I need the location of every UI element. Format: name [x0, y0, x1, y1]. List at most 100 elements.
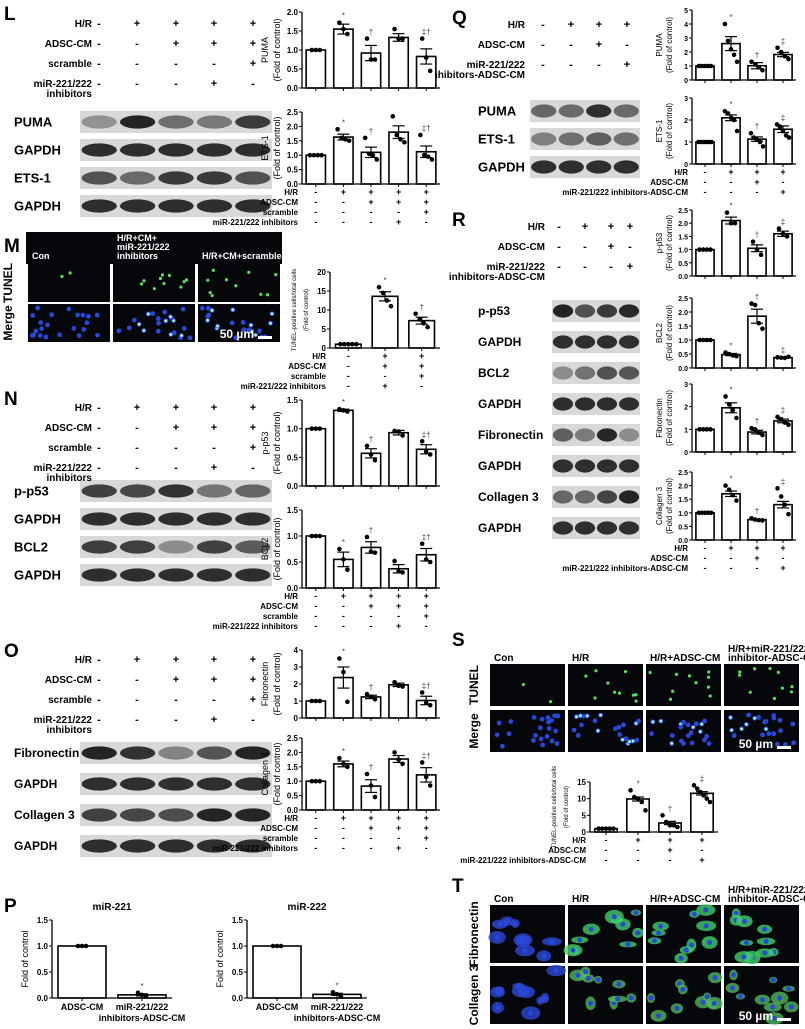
- y-tick-label: 3: [684, 36, 688, 43]
- chart-title: miR-221: [93, 902, 132, 913]
- data-point: [313, 426, 319, 431]
- blot-band: [596, 335, 618, 349]
- condition-sign: -: [97, 402, 101, 414]
- y-tick-label: 1.0: [287, 425, 299, 434]
- data-point: [752, 427, 758, 432]
- nucleus: [495, 989, 501, 995]
- bar: [747, 518, 767, 541]
- bar: [388, 431, 410, 487]
- panel-letter-T: T: [452, 876, 464, 897]
- nucleus: [770, 977, 776, 983]
- tunel-dot: [574, 715, 578, 719]
- bar: [747, 247, 767, 277]
- data-point: [776, 226, 782, 231]
- tunel-dot: [206, 318, 210, 322]
- data-point: [599, 826, 605, 831]
- y-tick-label: 0.0: [37, 994, 49, 1003]
- condition-sign: -: [342, 207, 345, 217]
- tunel-dot: [738, 670, 742, 674]
- significance-mark: *: [140, 982, 143, 991]
- nucleus: [39, 326, 45, 332]
- data-point: [392, 750, 397, 755]
- nucleus: [180, 306, 186, 312]
- tunel-dot: [659, 719, 663, 723]
- y-axis-label: ETS-1: [260, 135, 270, 161]
- nucleus: [94, 312, 100, 318]
- blot-band: [158, 199, 194, 213]
- data-point: [749, 301, 754, 306]
- condition-sign: -: [342, 621, 345, 631]
- label-line: inhibitors-ADSC-CM: [294, 1013, 381, 1023]
- blot-band: [196, 484, 233, 498]
- condition-sign: -: [314, 187, 317, 197]
- tunel-dot: [737, 673, 742, 677]
- nucleus: [763, 719, 769, 724]
- nucleus: [546, 726, 552, 731]
- bar-chart-Q-PUMA: 0 1 2 3 4 5 PUMA (Fold of control) * † ‡: [655, 8, 796, 85]
- nucleus: [233, 335, 239, 341]
- condition-label: miR-221/222 inhibitors: [241, 382, 327, 391]
- data-point: [731, 52, 737, 58]
- nucleus: [38, 320, 44, 326]
- blot-band: [574, 304, 596, 318]
- data-point: [748, 130, 754, 136]
- bar-chart-P-miR-221: 0.0 0.5 1.0 1.5 Fold of control ADSC-CM * miR-2…: [20, 902, 185, 1023]
- tunel-dot: [247, 270, 251, 274]
- blot-label: GAPDH: [478, 397, 521, 411]
- nucleus: [539, 716, 545, 722]
- condition-label: H/R: [284, 814, 298, 823]
- label-line: H/R+CM+: [117, 233, 157, 243]
- bar: [305, 535, 327, 589]
- tunel-dot: [142, 329, 146, 333]
- condition-sign: +: [250, 58, 256, 70]
- condition-sign: +: [211, 402, 217, 414]
- data-point: [780, 231, 786, 237]
- y-tick-label: 1.5: [678, 234, 688, 241]
- nucleus: [84, 320, 90, 326]
- blot-label: GAPDH: [14, 777, 57, 791]
- condition-sign: -: [628, 241, 632, 253]
- data-point: [667, 823, 673, 828]
- blot-band: [81, 839, 117, 853]
- condition-label: ADSC-CM: [45, 675, 92, 686]
- row-label: TUNEL: [1, 263, 15, 303]
- data-point: [596, 826, 601, 831]
- blot-label: p-p53: [478, 304, 510, 318]
- condition-label: ADSC-CM: [478, 40, 525, 51]
- condition-sign: -: [397, 833, 400, 843]
- condition-sign: -: [314, 833, 317, 843]
- blot-band: [552, 490, 574, 504]
- y-tick-label: 0.5: [287, 792, 299, 801]
- tunel-dot: [585, 714, 589, 718]
- condition-sign: -: [701, 845, 704, 855]
- blot-band: [196, 839, 233, 853]
- nucleus: [49, 312, 55, 318]
- data-point: [701, 793, 706, 798]
- data-point: [384, 298, 390, 303]
- blot-band: [596, 304, 618, 318]
- data-point: [423, 774, 429, 780]
- bar: [695, 511, 715, 541]
- data-point: [757, 139, 763, 145]
- data-point: [400, 570, 405, 575]
- condition-sign: +: [624, 19, 630, 31]
- y-tick-label: 3: [684, 382, 688, 389]
- y-tick-label: 0.5: [287, 166, 299, 175]
- tunel-dot: [708, 694, 712, 698]
- nucleus: [788, 1004, 794, 1010]
- condition-sign: +: [368, 823, 373, 833]
- data-point: [419, 690, 425, 695]
- nucleus: [246, 327, 252, 333]
- data-point: [734, 128, 740, 134]
- nucleus: [43, 334, 49, 340]
- bar: [371, 295, 399, 349]
- nucleus: [774, 741, 780, 747]
- data-point: [758, 252, 764, 258]
- blot-band: [531, 160, 557, 174]
- nucleus: [150, 311, 156, 317]
- condition-label: H/R: [75, 403, 93, 414]
- tunel-dot: [730, 728, 734, 732]
- nucleus: [155, 316, 161, 321]
- y-axis-label: PUMA: [655, 33, 664, 57]
- data-point: [697, 337, 702, 343]
